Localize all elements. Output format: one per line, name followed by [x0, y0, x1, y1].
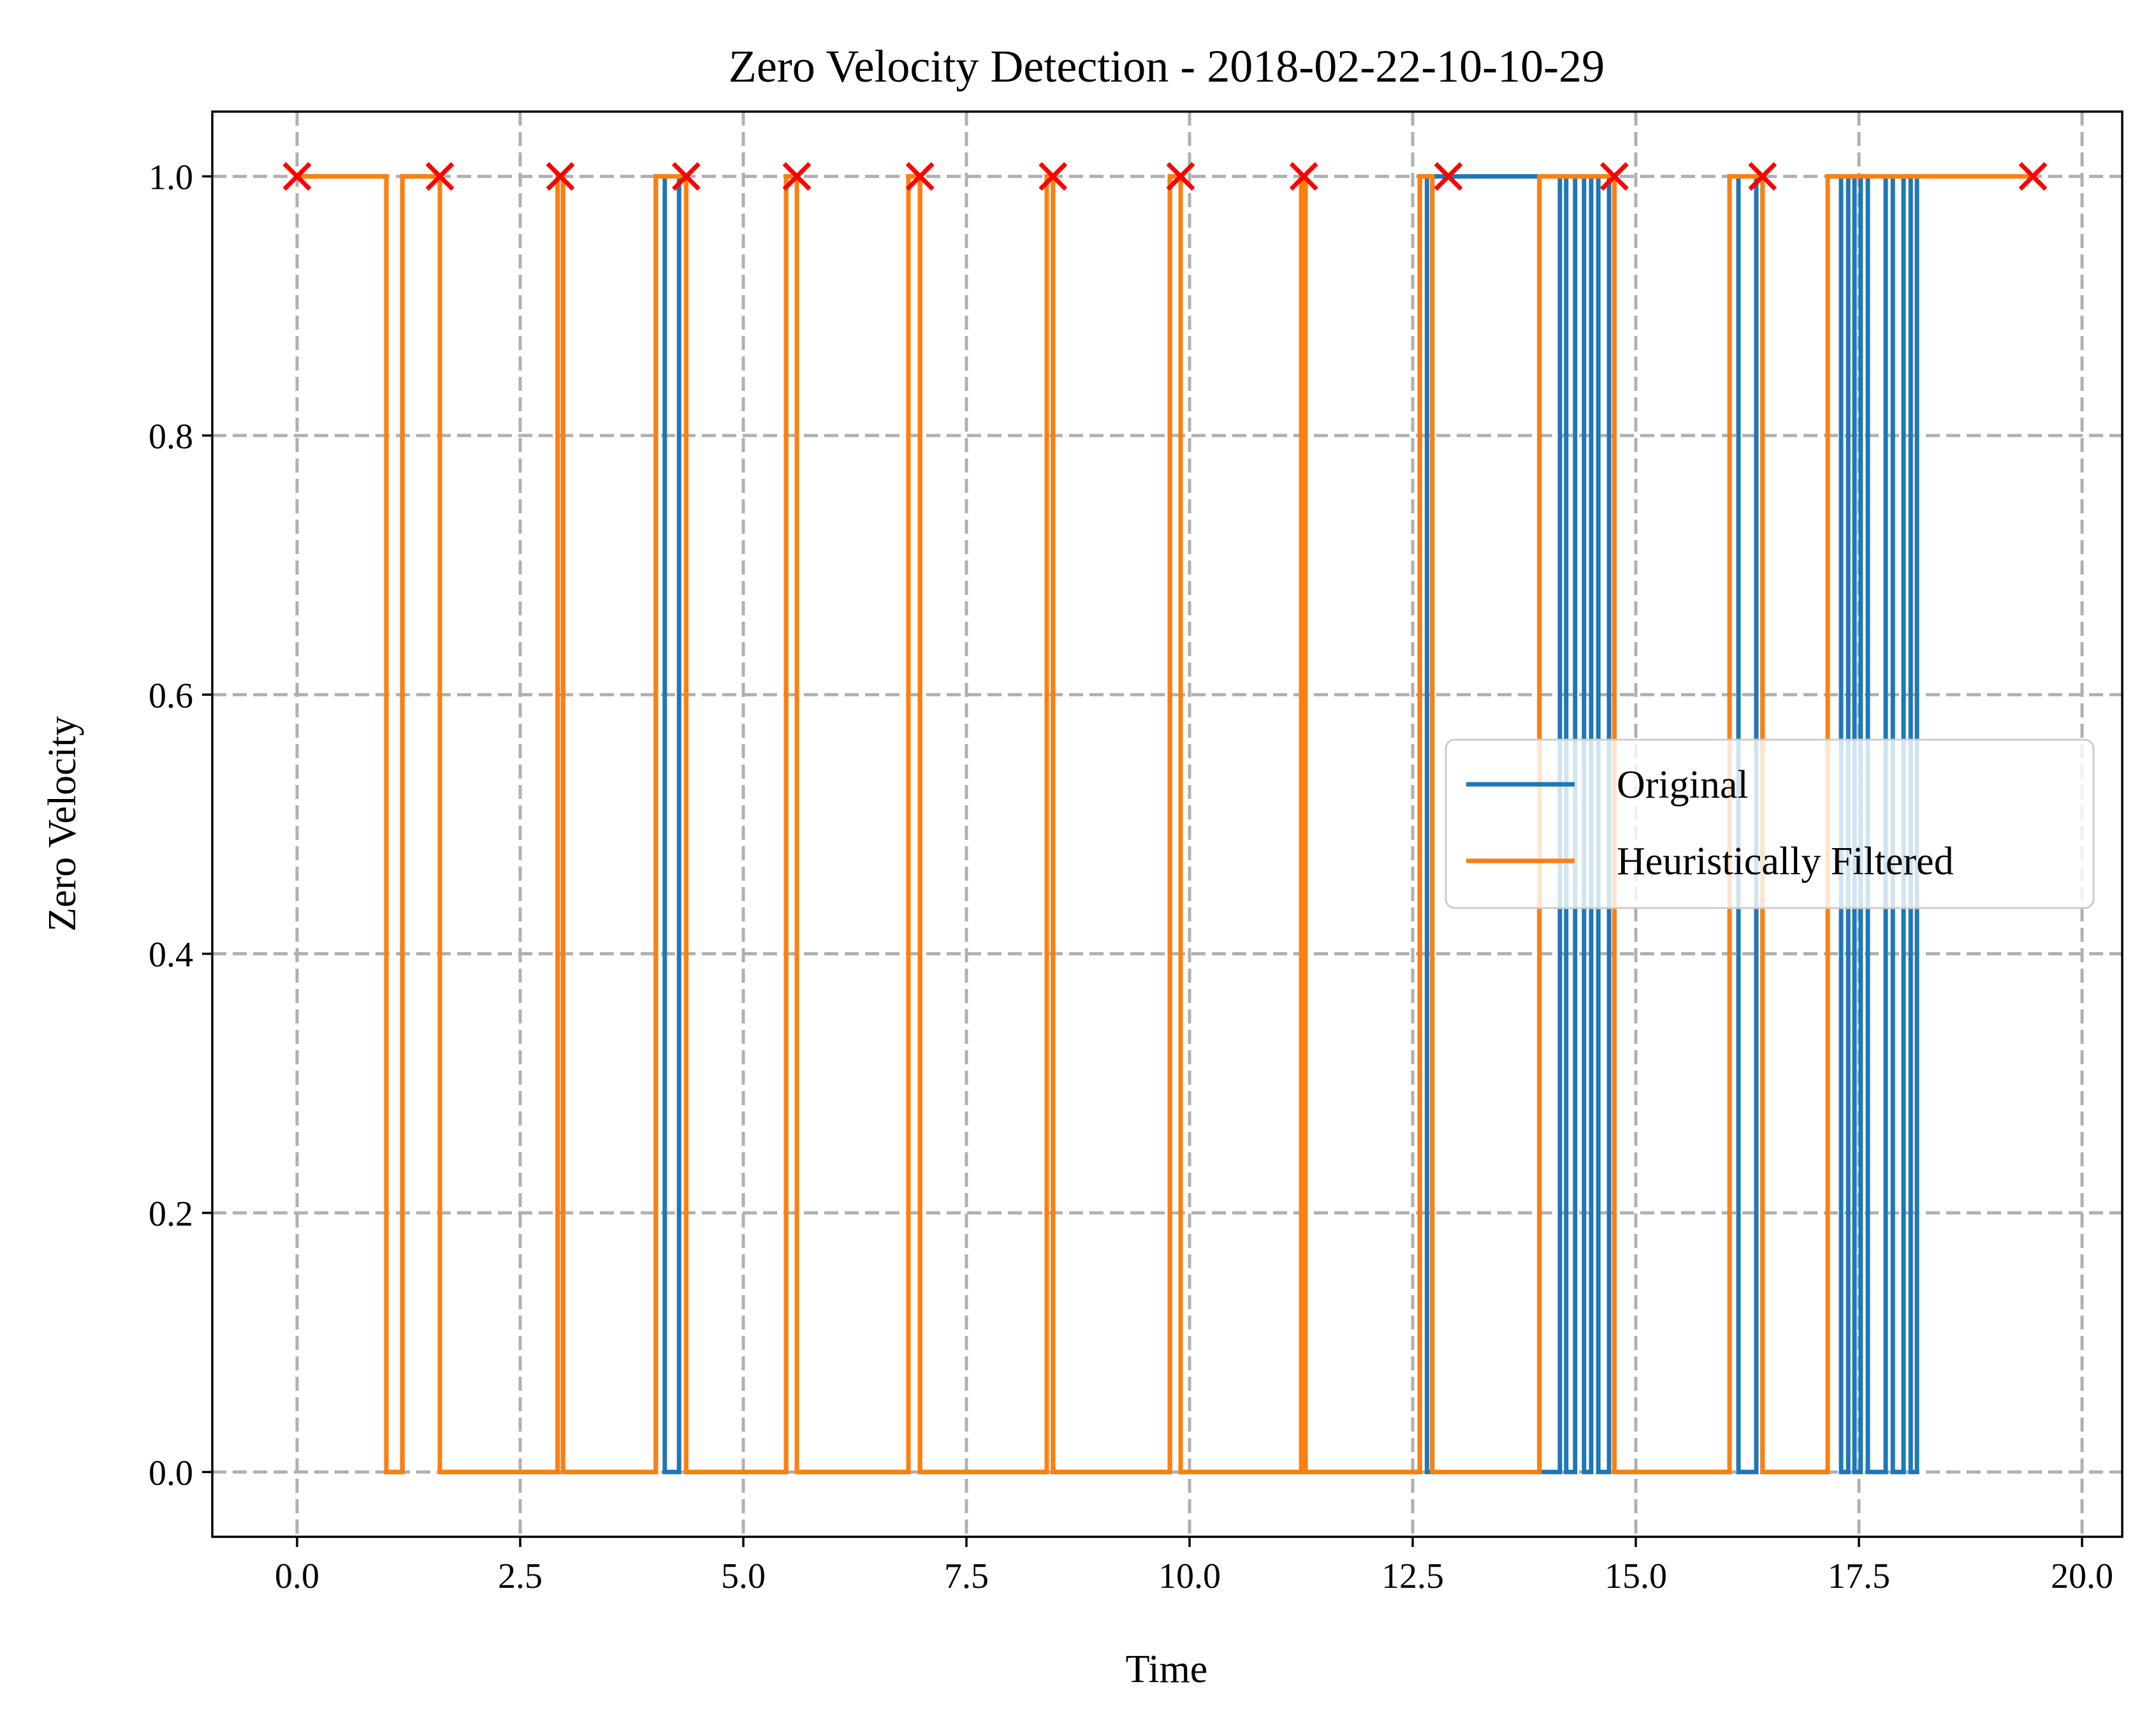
y-tick-label-1: 0.2	[149, 1194, 193, 1234]
legend-label-heuristically-filtered: Heuristically Filtered	[1617, 840, 1954, 883]
zero-velocity-marker-6	[1038, 162, 1068, 191]
legend-label-original: Original	[1617, 763, 1749, 807]
y-tick-label-3: 0.6	[149, 676, 193, 715]
markers-layer	[282, 162, 2048, 191]
chart-title: Zero Velocity Detection - 2018-02-22-10-…	[729, 41, 1605, 92]
y-tick-label-0: 0.0	[149, 1453, 193, 1493]
zero-velocity-marker-8	[1289, 162, 1318, 191]
zero-velocity-marker-4	[782, 162, 812, 191]
x-tick-label-6: 15.0	[1605, 1557, 1667, 1596]
zero-velocity-marker-9	[1434, 162, 1463, 191]
x-tick-label-3: 7.5	[944, 1557, 989, 1596]
zero-velocity-marker-2	[546, 162, 575, 191]
zero-velocity-marker-1	[425, 162, 455, 191]
y-axis-ticks: 0.0 0.2 0.4 0.6 0.8 1.0	[149, 158, 212, 1493]
x-tick-label-0: 0.0	[275, 1557, 319, 1596]
legend-box	[1445, 738, 2095, 909]
y-tick-label-5: 1.0	[149, 158, 193, 198]
x-tick-label-8: 20.0	[2051, 1557, 2113, 1596]
x-axis-ticks: 0.0 2.5 5.0 7.5 10.0 12.5 15.0 17.5 20.0	[275, 1537, 2113, 1596]
plot-area-frame	[211, 110, 2123, 1538]
zero-velocity-marker-0	[282, 162, 312, 191]
x-tick-label-2: 5.0	[721, 1557, 766, 1596]
y-tick-label-4: 0.8	[149, 417, 193, 457]
legend: Original Heuristically Filtered	[1445, 738, 2095, 909]
x-axis-label: Time	[1126, 1648, 1208, 1691]
y-axis-label: Zero Velocity	[41, 716, 84, 932]
zero-velocity-marker-7	[1166, 162, 1195, 191]
x-tick-label-1: 2.5	[498, 1557, 543, 1596]
zero-velocity-marker-12	[2018, 162, 2048, 191]
zero-velocity-marker-10	[1599, 162, 1629, 191]
zero-velocity-marker-3	[671, 162, 701, 191]
x-tick-label-5: 12.5	[1381, 1557, 1444, 1596]
y-tick-label-2: 0.4	[149, 935, 193, 975]
x-tick-label-7: 17.5	[1828, 1557, 1890, 1596]
x-tick-label-4: 10.0	[1158, 1557, 1221, 1596]
zero-velocity-marker-5	[905, 162, 935, 191]
grid	[212, 112, 2122, 1537]
zero-velocity-marker-11	[1748, 162, 1777, 191]
